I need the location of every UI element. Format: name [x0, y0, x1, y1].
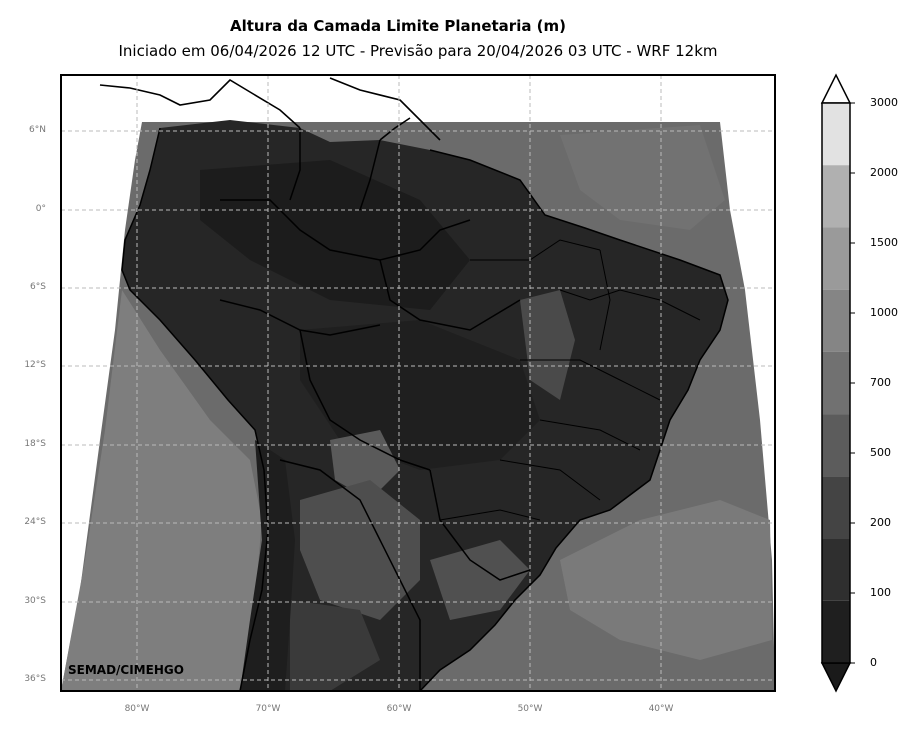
chaco-light-patch	[330, 430, 400, 500]
colorbar-tick-label: 700	[870, 376, 891, 389]
center-dark-patch	[300, 320, 540, 470]
lon-label: 70°W	[255, 704, 281, 714]
colorbar-tick-label: 1500	[870, 236, 898, 249]
pacific-light-band	[61, 290, 262, 691]
colorbar-under-triangle	[820, 662, 852, 693]
colorbar	[820, 73, 855, 693]
lat-label: 18°S	[24, 439, 46, 449]
colorbar-segment	[822, 414, 850, 477]
credit-label: SEMAD/CIMEHGO	[68, 663, 184, 677]
lat-label: 12°S	[24, 360, 46, 370]
colorbar-segment	[822, 476, 850, 539]
colorbar-segment	[822, 351, 850, 415]
map-frame	[60, 74, 776, 692]
map-subtitle: Iniciado em 06/04/2026 12 UTC - Previsão…	[118, 42, 718, 60]
argentina-light-patch	[300, 480, 420, 620]
colorbar-tick-label: 1000	[870, 306, 898, 319]
lat-label: 6°N	[29, 125, 46, 135]
lat-label: 36°S	[24, 674, 46, 684]
lat-label: 0°	[35, 204, 46, 214]
lon-label: 80°W	[124, 704, 150, 714]
colorbar-tick-label: 2000	[870, 166, 898, 179]
lat-label: 24°S	[24, 517, 46, 527]
colorbar-tick-label: 500	[870, 446, 891, 459]
colorbar-over-triangle	[820, 73, 852, 104]
pampa-patch	[290, 600, 380, 691]
colorbar-tick-label: 3000	[870, 96, 898, 109]
country-borders	[121, 127, 729, 692]
colorbar-tick-label: 100	[870, 586, 891, 599]
atlantic-light-patch-north	[560, 125, 725, 230]
colorbar-segment	[822, 538, 850, 601]
map-title: Altura da Camada Limite Planetaria (m)	[229, 17, 567, 35]
colorbar-tick-label: 0	[870, 656, 877, 669]
caribbean-coastline	[99, 77, 441, 141]
colorbar-segment	[822, 165, 850, 228]
colorbar-segment	[822, 227, 850, 290]
southeast-light-patch	[430, 540, 530, 620]
gridlines	[61, 75, 775, 691]
lat-label: 30°S	[24, 596, 46, 606]
colorbar-segment	[822, 103, 850, 166]
atlantic-light-patch	[560, 500, 772, 660]
lon-label: 60°W	[386, 704, 412, 714]
colorbar-segment	[822, 289, 850, 352]
colorbar-tick-label: 200	[870, 516, 891, 529]
lon-label: 40°W	[648, 704, 674, 714]
lon-label: 50°W	[517, 704, 543, 714]
northeast-light-patch	[520, 290, 575, 400]
state-borders	[439, 239, 701, 521]
colorbar-segment	[822, 600, 850, 663]
lat-label: 6°S	[30, 282, 46, 292]
